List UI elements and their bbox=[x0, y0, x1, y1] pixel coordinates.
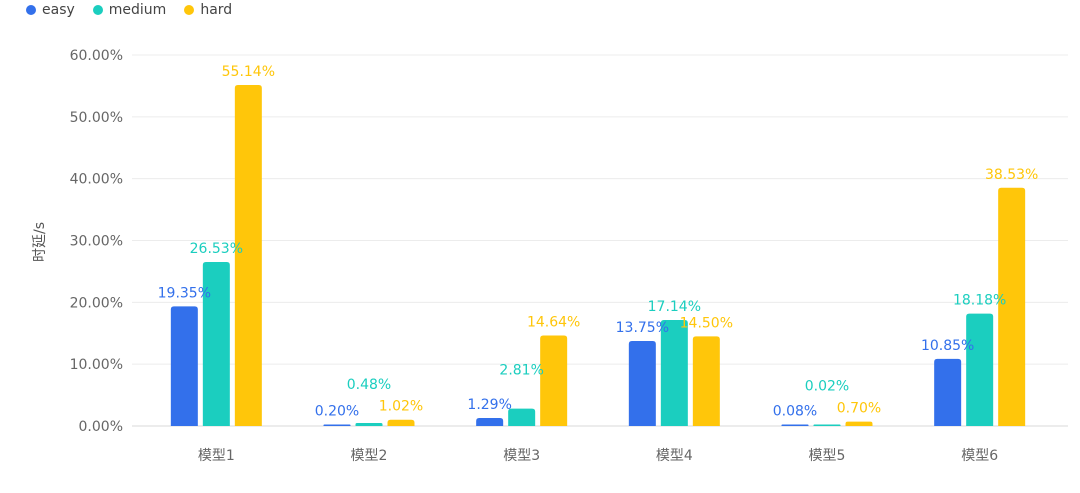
data-label-hard: 1.02% bbox=[379, 399, 423, 415]
bar-hard[interactable] bbox=[845, 421, 873, 426]
data-label-easy: 0.08% bbox=[773, 404, 817, 420]
bar-easy[interactable] bbox=[934, 358, 962, 426]
legend-dot-hard bbox=[184, 5, 195, 15]
y-tick-label: 10.00% bbox=[70, 357, 123, 373]
x-tick-label: 模型4 bbox=[656, 448, 693, 464]
bar-medium[interactable] bbox=[813, 424, 841, 427]
data-label-hard: 55.14% bbox=[222, 64, 275, 80]
bar-easy[interactable] bbox=[476, 418, 504, 426]
data-label-easy: 1.29% bbox=[467, 397, 511, 413]
data-label-hard: 14.64% bbox=[527, 314, 580, 330]
y-tick-label: 20.00% bbox=[70, 295, 123, 311]
y-tick-label: 50.00% bbox=[70, 110, 123, 126]
legend-item-medium[interactable]: medium bbox=[92, 2, 167, 18]
bar-hard[interactable] bbox=[692, 336, 720, 426]
grid bbox=[132, 54, 1068, 427]
legend-label-hard: hard bbox=[200, 2, 233, 18]
bar-medium[interactable] bbox=[660, 320, 688, 426]
data-label-easy: 19.35% bbox=[158, 285, 211, 301]
bar-medium[interactable] bbox=[966, 313, 994, 426]
y-tick-label: 0.00% bbox=[79, 419, 123, 435]
legend-dot-medium bbox=[92, 5, 103, 15]
x-tick-label: 模型5 bbox=[809, 448, 846, 464]
data-label-medium: 0.02% bbox=[805, 379, 849, 395]
legend-item-hard[interactable]: hard bbox=[184, 2, 232, 18]
data-label-hard: 0.70% bbox=[837, 401, 881, 417]
data-label-medium: 26.53% bbox=[190, 241, 243, 257]
bars bbox=[170, 85, 1026, 427]
x-tick-label: 模型3 bbox=[503, 448, 540, 464]
y-tick-label: 60.00% bbox=[70, 48, 123, 64]
y-axis: 0.00% 10.00% 20.00% 30.00% 40.00% 50.00% 60.00… bbox=[70, 48, 123, 435]
bar-hard[interactable] bbox=[998, 187, 1026, 426]
legend-label-medium: medium bbox=[108, 2, 167, 18]
data-label-easy: 0.20% bbox=[315, 404, 359, 420]
bar-medium[interactable] bbox=[355, 423, 383, 426]
data-label-medium: 17.14% bbox=[648, 299, 701, 315]
data-label-easy: 10.85% bbox=[921, 338, 974, 354]
y-tick-label: 30.00% bbox=[70, 234, 123, 250]
x-tick-label: 模型6 bbox=[961, 448, 998, 464]
bar-medium[interactable] bbox=[508, 408, 536, 426]
bar-hard[interactable] bbox=[234, 85, 262, 427]
data-label-easy: 13.75% bbox=[616, 320, 669, 336]
bar-easy[interactable] bbox=[628, 340, 656, 426]
data-labels: 19.35% 26.53% 55.14% 0.20% 0.48% 1.02% 1.29% 2.… bbox=[158, 64, 1039, 419]
data-label-hard: 14.50% bbox=[680, 315, 733, 331]
y-tick-label: 40.00% bbox=[70, 172, 123, 188]
bar-medium[interactable] bbox=[202, 261, 230, 426]
data-label-medium: 18.18% bbox=[953, 293, 1006, 309]
x-tick-label: 模型2 bbox=[351, 448, 388, 464]
legend-label-easy: easy bbox=[42, 2, 75, 18]
legend: easy medium hard bbox=[26, 2, 232, 18]
data-label-medium: 0.48% bbox=[347, 377, 391, 393]
y-axis-label: 时延/s bbox=[32, 222, 48, 262]
bar-hard[interactable] bbox=[540, 335, 568, 426]
bar-easy[interactable] bbox=[323, 424, 351, 427]
legend-dot-easy bbox=[26, 5, 36, 15]
x-tick-label: 模型1 bbox=[198, 448, 235, 464]
bar-easy[interactable] bbox=[781, 424, 809, 427]
bar-easy[interactable] bbox=[170, 306, 198, 426]
data-label-hard: 38.53% bbox=[985, 167, 1038, 183]
x-axis: 模型1 模型2 模型3 模型4 模型5 模型6 bbox=[198, 448, 998, 464]
data-label-medium: 2.81% bbox=[499, 363, 543, 379]
legend-item-easy[interactable]: easy bbox=[26, 2, 75, 18]
bar-hard[interactable] bbox=[387, 419, 415, 426]
